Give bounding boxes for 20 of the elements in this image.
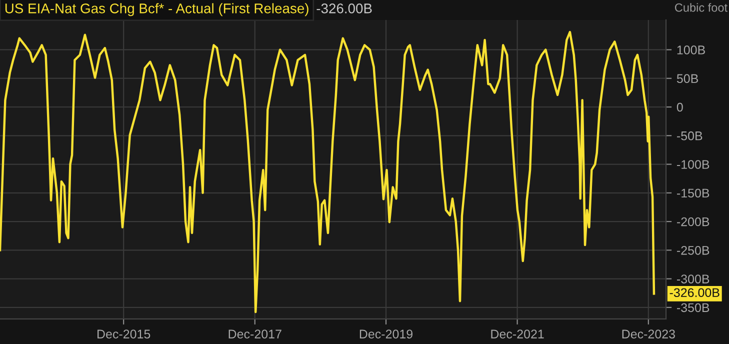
x-tick-label: Dec-2023	[622, 330, 675, 338]
y-tick-label: -300B	[676, 274, 710, 284]
y-tick-label: -350B	[676, 303, 710, 312]
y-tick-label: -200B	[676, 217, 710, 226]
y-tick-label: 100B	[677, 46, 705, 54]
y-tick-label: 0	[676, 102, 683, 112]
x-tick-label: Dec-2019	[360, 330, 413, 338]
y-tick-label: -50B	[676, 131, 702, 140]
y-axis-title: Cubic foot	[674, 3, 728, 12]
chart-subtitle: -326.00B	[316, 4, 372, 14]
line-series	[0, 30, 656, 314]
x-tick-label: Dec-2021	[491, 330, 544, 338]
y-tick-label: 50B	[676, 74, 698, 84]
y-tick-label: -150B	[676, 188, 710, 198]
x-tick-label: Dec-2015	[98, 330, 150, 338]
y-tick-label: -100B	[676, 160, 710, 169]
y-tick-label: -250B	[676, 246, 710, 255]
chart-title: US EIA-Nat Gas Chg Bcf* - Actual (First Release)	[5, 3, 308, 16]
annotation: -326.00B	[670, 288, 720, 298]
x-tick-label: Dec-2017	[228, 330, 282, 338]
